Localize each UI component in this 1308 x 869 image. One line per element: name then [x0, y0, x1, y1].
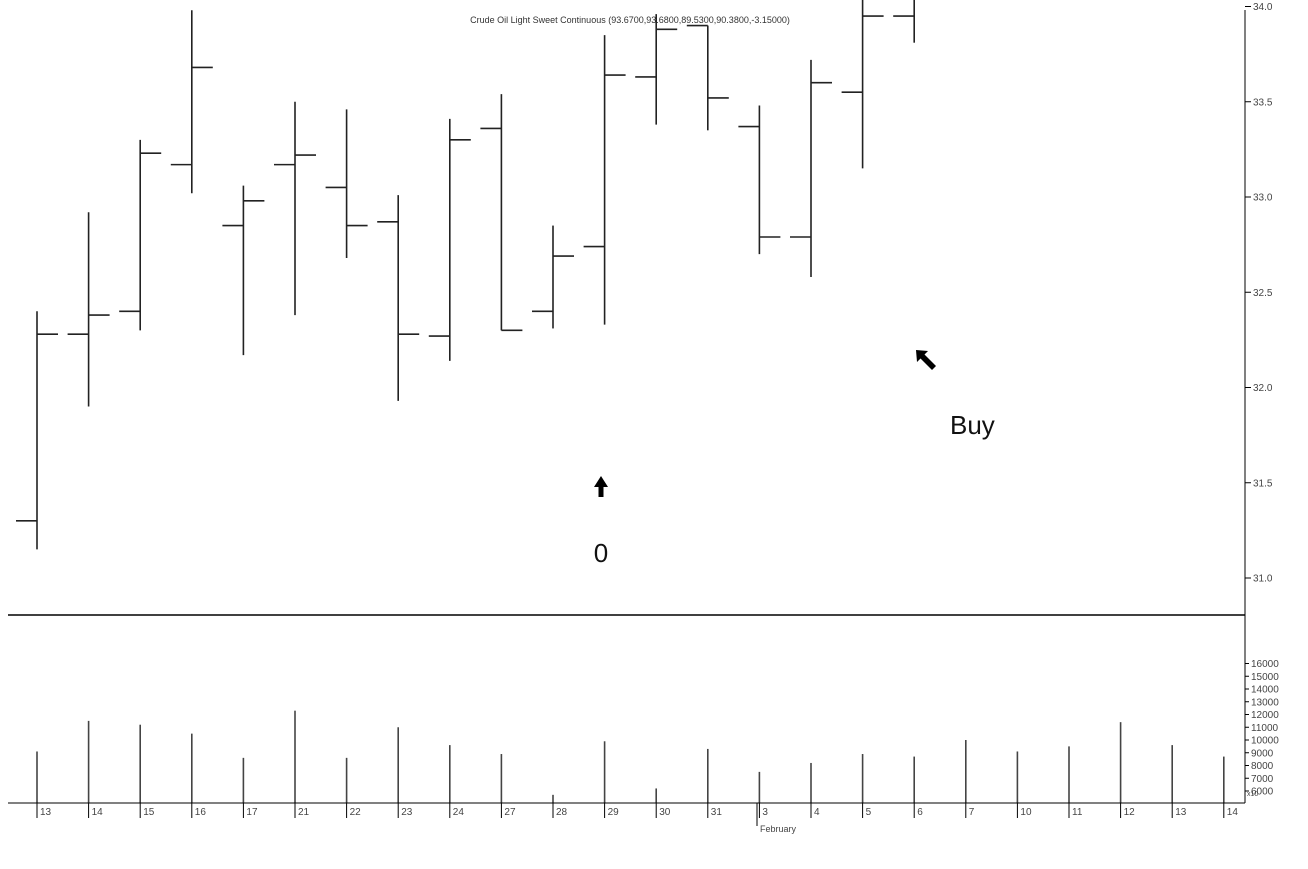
month-label: February [760, 824, 797, 834]
ohlc-bar [790, 59, 832, 278]
ohlc-bar [170, 10, 213, 194]
up-left-arrow-icon [916, 350, 936, 370]
up-arrow-icon [594, 476, 608, 497]
ohlc-bar [377, 195, 420, 401]
x-axis-ticks: 13 14 15 16 17 21 22 23 24 27 28 29 30 31 3 4 5 6 7 10 11 12 1… [36, 803, 1239, 818]
ohlc-bar [893, 0, 916, 43]
ohlc-bar [16, 311, 58, 550]
x-tick-label: 29 [608, 807, 620, 818]
volume-tick-label: 7000 [1251, 774, 1274, 785]
price-tick-label: 32.5 [1253, 288, 1273, 299]
annotations: 0 Buy [594, 350, 995, 568]
x-tick-label: 4 [814, 807, 820, 818]
volume-tick-label: 11000 [1251, 723, 1279, 734]
price-tick-label: 33.5 [1253, 97, 1273, 108]
annotation-zero: 0 [594, 538, 608, 568]
volume-tick-label: 6000 [1251, 787, 1274, 798]
volume-tick-label: 8000 [1251, 761, 1274, 772]
x-tick-label: 27 [504, 807, 516, 818]
price-tick-label: 33.0 [1253, 193, 1273, 204]
price-axis-ticks: 31.031.532.032.533.033.534.034.535.035.5… [1245, 2, 1273, 585]
x-tick-label: 31 [711, 807, 723, 818]
ohlc-bar [428, 118, 471, 361]
ohlc-bar [119, 139, 162, 331]
x-tick-label: 22 [350, 807, 362, 818]
x-tick-label: 10 [1020, 807, 1032, 818]
x-tick-label: 14 [1227, 807, 1239, 818]
x-tick-label: 14 [92, 807, 104, 818]
x-tick-label: 7 [969, 807, 975, 818]
price-tick-label: 32.0 [1253, 383, 1273, 394]
x-tick-label: 15 [143, 807, 155, 818]
x-tick-label: 30 [659, 807, 671, 818]
x-tick-label: 11 [1072, 807, 1083, 818]
price-tick-label: 34.0 [1253, 2, 1273, 13]
volume-tick-label: 14000 [1251, 685, 1279, 696]
x-tick-label: 28 [556, 807, 568, 818]
volume-tick-label: 9000 [1251, 748, 1274, 759]
ohlc-bar [841, 0, 884, 169]
ohlc-bar [480, 94, 523, 332]
ohlc-bar [738, 105, 781, 255]
ohlc-bar [686, 24, 729, 131]
volume-tick-label: 13000 [1251, 697, 1279, 708]
ohlc-bar [222, 185, 265, 356]
x-tick-label: 13 [1175, 807, 1187, 818]
x-tick-label: 23 [401, 807, 413, 818]
annotation-buy: Buy [950, 410, 995, 440]
x-tick-label: 17 [246, 807, 258, 818]
volume-tick-label: 12000 [1251, 710, 1279, 721]
ohlc-bar [67, 212, 110, 407]
ohlc-bar [325, 109, 368, 258]
price-panel: 31.031.532.032.533.033.534.034.535.035.5… [16, 0, 1273, 615]
volume-tick-label: 16000 [1251, 659, 1279, 670]
volume-tick-label: 15000 [1251, 672, 1279, 683]
volume-corner-label: x10 [1247, 791, 1258, 798]
chart-title: Crude Oil Light Sweet Continuous (93.670… [470, 15, 790, 25]
volume-bars [36, 710, 1225, 803]
price-tick-label: 31.5 [1253, 478, 1273, 489]
ohlc-bars [16, 0, 916, 550]
x-tick-label: 24 [453, 807, 465, 818]
x-tick-label: 5 [866, 807, 872, 818]
x-tick-label: 21 [298, 807, 310, 818]
x-tick-label: 13 [40, 807, 52, 818]
x-axis: 13 14 15 16 17 21 22 23 24 27 28 29 30 31 3 4 5 6 7 10 11 12 1… [8, 802, 1245, 834]
volume-tick-label: 10000 [1251, 736, 1279, 747]
ohlc-bar [635, 14, 678, 125]
ohlc-bar [583, 35, 626, 325]
ohlc-bar [532, 225, 574, 329]
ohlc-bar [274, 101, 316, 316]
x-tick-label: 12 [1124, 807, 1136, 818]
x-tick-label: 16 [195, 807, 207, 818]
price-tick-label: 31.0 [1253, 574, 1273, 585]
x-tick-label: 6 [917, 807, 923, 818]
x-tick-label: 3 [762, 807, 768, 818]
